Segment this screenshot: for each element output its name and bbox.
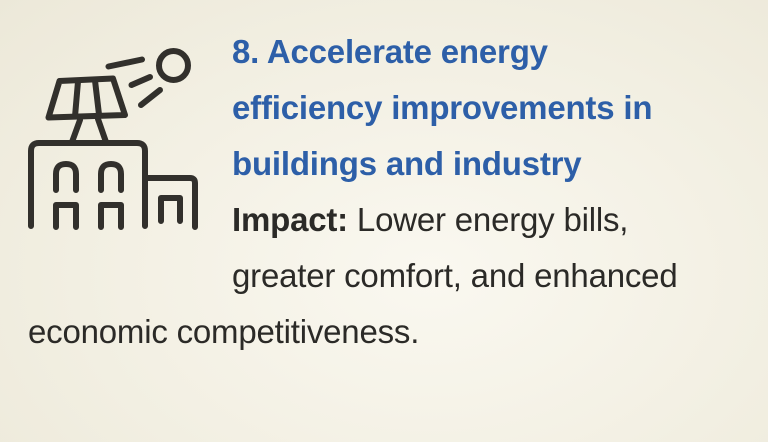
impact-line-3: economic competitiveness.: [28, 313, 420, 350]
solar-building-icon-svg: [28, 48, 198, 230]
impact-line-1: Lower energy bills,: [347, 201, 629, 238]
solar-building-icon: [28, 24, 212, 260]
impact-label: Impact:: [232, 201, 348, 238]
building-icon: [28, 140, 198, 230]
slide-text-block: 8. Accelerate energy efficiency improvem…: [28, 24, 740, 360]
heading-line-2: efficiency improvements in: [232, 89, 653, 126]
impact-line-2: greater comfort, and enhanced: [232, 257, 678, 294]
sun-icon: [105, 48, 191, 108]
heading-line-1: 8. Accelerate energy: [232, 33, 548, 70]
solar-panel-icon: [45, 75, 128, 145]
heading-line-3: buildings and industry: [232, 145, 582, 182]
